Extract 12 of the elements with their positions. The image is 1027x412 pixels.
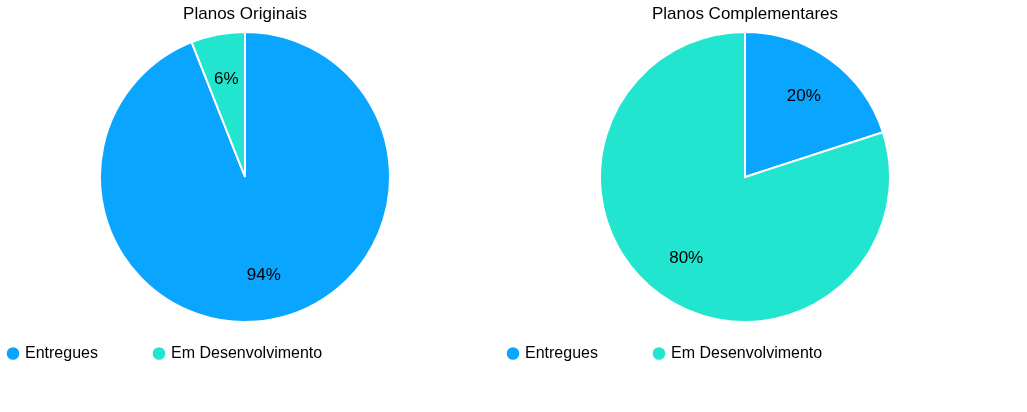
- legend-label: Entregues: [25, 344, 98, 362]
- legend-label: Entregues: [525, 344, 598, 362]
- legend-label: Em Desenvolvimento: [671, 344, 823, 362]
- pie-slice: [599, 31, 891, 323]
- data-label: 80%: [669, 247, 704, 267]
- data-label: 20%: [786, 86, 821, 106]
- pie-slice: [99, 31, 391, 323]
- chart-title: Planos Originais: [183, 4, 307, 23]
- data-label: 94%: [246, 265, 281, 285]
- data-label: 6%: [213, 68, 239, 88]
- legend-label: Em Desenvolvimento: [171, 344, 323, 362]
- chart-title: Planos Complementares: [651, 4, 839, 23]
